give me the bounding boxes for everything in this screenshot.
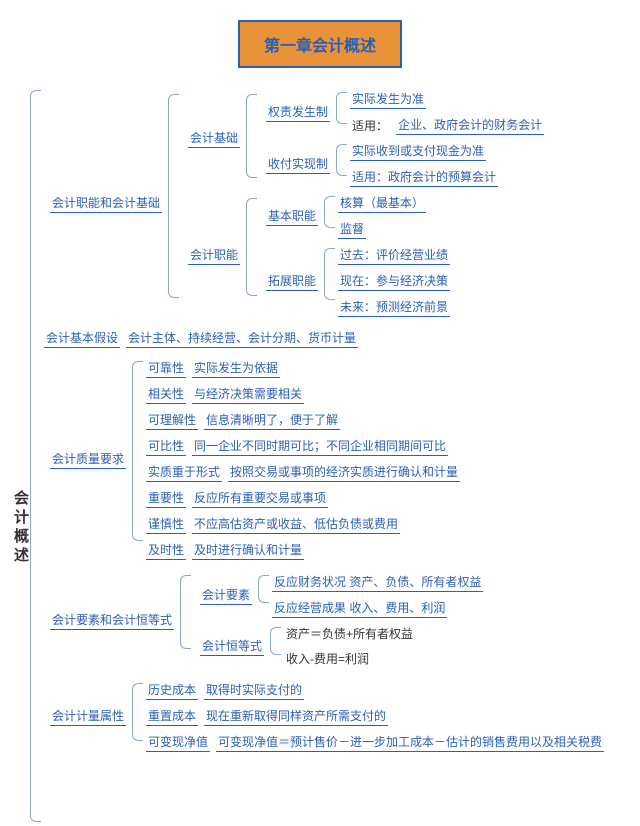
leaf: 适用：政府会计的预算会计 (350, 167, 498, 187)
chapter-title: 第一章会计概述 (238, 20, 402, 68)
leaf: 反应经营成果 收入、费用、利润 (272, 598, 447, 618)
leaf: 核算（最基本） (338, 193, 426, 213)
node-s2: 会计基本假设 (44, 328, 120, 348)
leaf: 可比性 (146, 436, 186, 456)
leaf: 谨慎性 (146, 514, 186, 534)
node-s1a: 会计基础 (188, 128, 240, 148)
leaf: 重置成本 (146, 706, 198, 726)
mindmap-tree: 会计职能和会计基础 会计基础 权责发生制 (0, 86, 640, 826)
node-s4a: 会计要素 (200, 585, 252, 605)
leaf: 过去：评价经营业绩 (338, 245, 450, 265)
root-bracket (30, 86, 44, 826)
leaf: 相关性 (146, 384, 186, 404)
leaf: 可变现净值 (146, 732, 210, 752)
leaf: 重要性 (146, 488, 186, 508)
leaf: 监督 (338, 219, 366, 239)
leaf: 可理解性 (146, 410, 198, 430)
node-s4: 会计要素和会计恒等式 (50, 610, 174, 630)
leaf: 未来：预测经济前景 (338, 297, 450, 317)
leaf: 实际收到或支付现金为准 (350, 141, 486, 161)
leaf: 资产＝负债+所有者权益 (284, 624, 415, 643)
node-s5: 会计计量属性 (50, 706, 126, 726)
node-s3: 会计质量要求 (50, 449, 126, 469)
leaf: 可靠性 (146, 358, 186, 378)
node-s1b: 会计职能 (188, 245, 240, 265)
leaf: 实质重于形式 (146, 462, 222, 482)
leaf: 及时性 (146, 540, 186, 560)
node-s1b2: 拓展职能 (266, 271, 318, 291)
node-s1a1: 权责发生制 (266, 102, 330, 122)
leaf: 实际发生为准 (350, 89, 426, 109)
node-s1a2: 收付实现制 (266, 154, 330, 174)
leaf: 会计主体、持续经营、会计分期、货币计量 (126, 328, 358, 348)
leaf: 企业、政府会计的财务会计 (396, 115, 544, 135)
leaf: 现在：参与经济决策 (338, 271, 450, 291)
leaf: 反应财务状况 资产、负债、所有者权益 (272, 572, 483, 592)
leaf: 收入-费用=利润 (284, 649, 371, 668)
leaf: 历史成本 (146, 680, 198, 700)
node-s1b1: 基本职能 (266, 206, 318, 226)
node-s1: 会计职能和会计基础 (50, 193, 162, 213)
bracket (168, 86, 182, 306)
node-s4b: 会计恒等式 (200, 636, 264, 656)
